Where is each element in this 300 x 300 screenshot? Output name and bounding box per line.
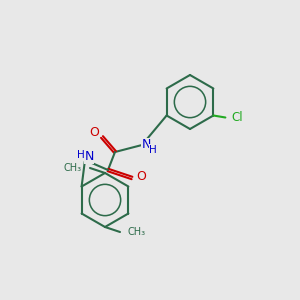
Text: O: O bbox=[89, 127, 99, 140]
Text: H: H bbox=[77, 150, 85, 160]
Text: Cl: Cl bbox=[231, 111, 243, 124]
Text: H: H bbox=[149, 145, 157, 155]
Text: CH₃: CH₃ bbox=[64, 163, 82, 173]
Text: N: N bbox=[84, 151, 94, 164]
Text: N: N bbox=[141, 139, 151, 152]
Text: CH₃: CH₃ bbox=[128, 227, 146, 237]
Text: O: O bbox=[136, 169, 146, 182]
